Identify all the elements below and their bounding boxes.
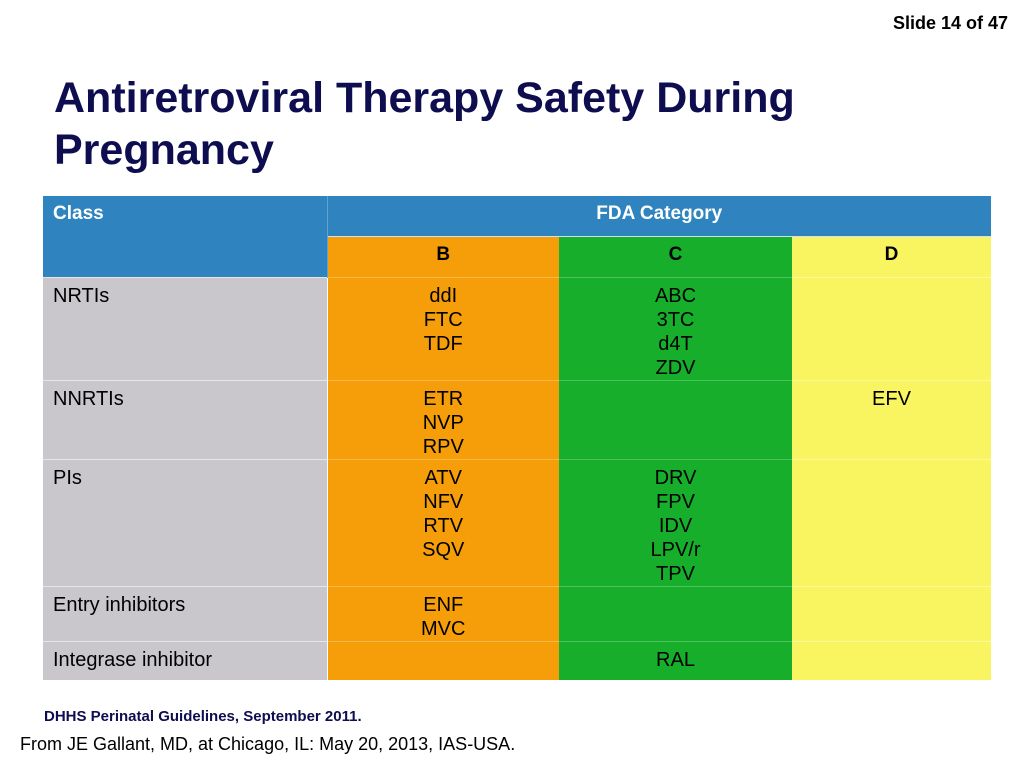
drug-name: ABC xyxy=(654,285,697,307)
category-c-cell: DRV FPV IDV LPV/r TPV xyxy=(559,459,792,587)
source-credit: From JE Gallant, MD, at Chicago, IL: May… xyxy=(20,734,516,754)
category-d-header: D xyxy=(792,236,992,278)
drug-name: NFV xyxy=(423,491,464,513)
category-d-cell xyxy=(792,459,992,587)
drug-name: d4T xyxy=(658,333,693,355)
fda-category-table: Class FDA Category B C D NRTIs ddI FTC TDF A… xyxy=(43,196,992,680)
drug-name: ZDV xyxy=(655,357,696,379)
slide-title: Antiretroviral Therapy Safety During Pre… xyxy=(54,74,795,174)
class-column-header: Class xyxy=(43,196,328,278)
category-c-cell xyxy=(559,586,792,642)
category-b-cell: ENF MVC xyxy=(327,586,559,642)
table-row: NNRTIs ETR NVP RPV EFV xyxy=(43,380,992,460)
drug-class-cell: NNRTIs xyxy=(43,380,328,460)
table-body: NRTIs ddI FTC TDF ABC 3TC d4T ZDV NNRTIs ETR NVP RP… xyxy=(43,277,992,680)
drug-class-cell: Integrase inhibitor xyxy=(43,641,328,680)
drug-class-cell: NRTIs xyxy=(43,277,328,381)
category-d-cell xyxy=(792,641,992,680)
slide-number: Slide 14 of 47 xyxy=(892,13,1008,33)
table-row: PIs ATV NFV RTV SQV DRV FPV IDV LPV/r TPV xyxy=(43,459,992,587)
drug-name: MVC xyxy=(421,618,466,640)
drug-name: RTV xyxy=(423,515,464,537)
drug-name: ATV xyxy=(424,467,462,489)
guideline-citation: DHHS Perinatal Guidelines, September 201… xyxy=(44,708,362,725)
category-b-header: B xyxy=(327,236,559,278)
drug-name: EFV xyxy=(872,388,911,410)
table-row: NRTIs ddI FTC TDF ABC 3TC d4T ZDV xyxy=(43,277,992,381)
category-c-header: C xyxy=(559,236,792,278)
category-b-cell: ddI FTC TDF xyxy=(327,277,559,381)
category-b-cell: ATV NFV RTV SQV xyxy=(327,459,559,587)
drug-class-cell: PIs xyxy=(43,459,328,587)
drug-name: LPV/r xyxy=(650,539,701,561)
table-row: Entry inhibitors ENF MVC xyxy=(43,586,992,642)
drug-class-cell: Entry inhibitors xyxy=(43,586,328,642)
drug-name: ETR xyxy=(423,388,464,410)
category-b-cell: ETR NVP RPV xyxy=(327,380,559,460)
category-c-cell: RAL xyxy=(559,641,792,680)
drug-name: TDF xyxy=(423,333,463,355)
category-d-cell xyxy=(792,277,992,381)
drug-name: SQV xyxy=(422,539,465,561)
fda-category-header: FDA Category xyxy=(327,196,992,237)
drug-name: IDV xyxy=(658,515,693,537)
drug-name: NVP xyxy=(422,412,464,434)
table-row: Integrase inhibitor RAL xyxy=(43,641,992,680)
drug-name: ddI xyxy=(429,285,458,307)
drug-name: FTC xyxy=(423,309,463,331)
drug-name: RPV xyxy=(422,436,464,458)
drug-name: 3TC xyxy=(656,309,695,331)
drug-name: ENF xyxy=(423,594,464,616)
drug-name: FPV xyxy=(656,491,695,513)
category-c-cell xyxy=(559,380,792,460)
drug-name: TPV xyxy=(656,563,695,585)
category-b-cell xyxy=(327,641,559,680)
category-c-cell: ABC 3TC d4T ZDV xyxy=(559,277,792,381)
drug-name: DRV xyxy=(654,467,697,489)
drug-name: RAL xyxy=(656,649,695,671)
category-d-cell xyxy=(792,586,992,642)
category-d-cell: EFV xyxy=(792,380,992,460)
